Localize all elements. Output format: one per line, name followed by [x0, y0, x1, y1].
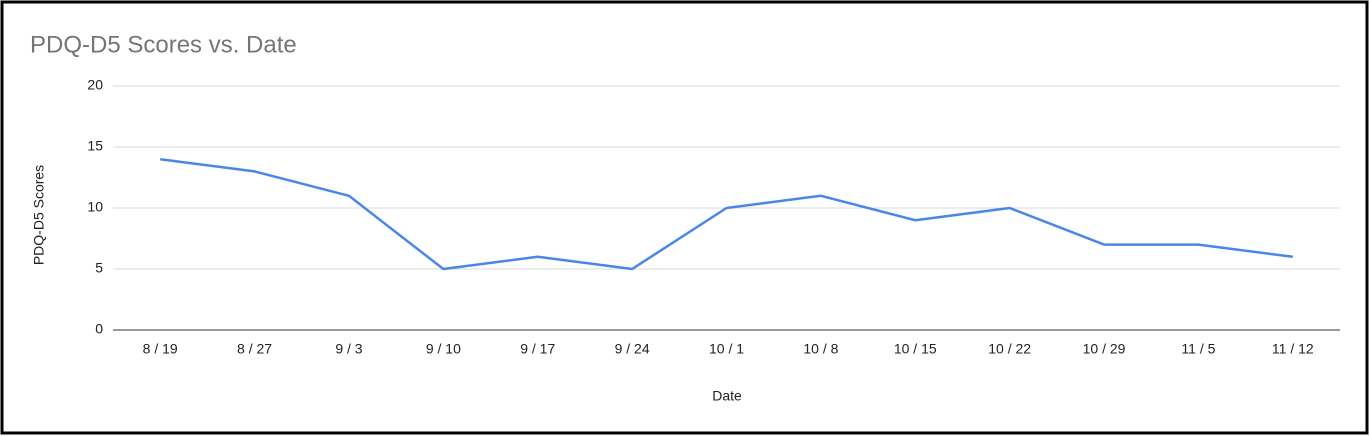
x-tick-label: 10 / 8: [803, 341, 838, 357]
y-tick-label: 15: [87, 138, 103, 154]
y-tick-label: 5: [95, 260, 103, 276]
chart-title: PDQ-D5 Scores vs. Date: [30, 31, 297, 58]
x-tick-label: 9 / 24: [615, 341, 650, 357]
y-tick-label: 10: [87, 199, 103, 215]
x-tick-label: 10 / 1: [709, 341, 744, 357]
x-tick-label: 9 / 10: [426, 341, 461, 357]
x-tick-label: 10 / 15: [894, 341, 937, 357]
x-tick-label: 10 / 22: [988, 341, 1031, 357]
x-axis-label: Date: [712, 388, 742, 404]
x-tick-label: 8 / 27: [237, 341, 272, 357]
y-tick-label: 20: [87, 77, 103, 93]
x-tick-label: 11 / 12: [1272, 341, 1314, 357]
x-tick-label: 8 / 19: [143, 341, 178, 357]
y-axis-label: PDQ-D5 Scores: [31, 165, 47, 265]
x-tick-label: 10 / 29: [1083, 341, 1126, 357]
y-tick-label: 0: [95, 321, 103, 337]
x-tick-label: 9 / 3: [335, 341, 362, 357]
x-tick-label: 9 / 17: [520, 341, 555, 357]
data-line: [160, 157, 1293, 271]
x-tick-label: 11 / 5: [1181, 341, 1215, 357]
